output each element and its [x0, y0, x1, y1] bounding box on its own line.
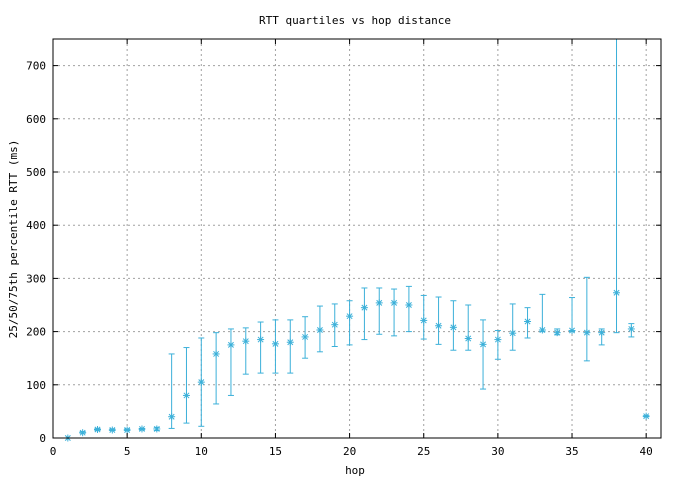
median-point	[197, 378, 205, 386]
median-point	[286, 338, 294, 346]
median-point	[346, 312, 354, 320]
median-point	[479, 340, 487, 348]
median-point	[613, 289, 621, 297]
median-point	[568, 327, 576, 335]
x-tick-label: 10	[195, 445, 208, 458]
x-tick-label: 20	[343, 445, 356, 458]
plot-frame	[52, 38, 662, 439]
median-point	[642, 412, 650, 420]
median-point	[360, 304, 368, 312]
median-point	[420, 316, 428, 324]
median-point	[464, 335, 472, 343]
median-point	[301, 333, 309, 341]
y-tick-label: 700	[26, 60, 46, 73]
median-point	[435, 322, 443, 330]
x-tick-label: 30	[491, 445, 504, 458]
median-point	[138, 425, 146, 433]
median-point	[627, 325, 635, 333]
median-point	[390, 299, 398, 307]
data-marks	[64, 39, 650, 442]
median-point	[153, 425, 161, 433]
median-point	[375, 299, 383, 307]
median-point	[405, 301, 413, 309]
x-tick-label: 15	[269, 445, 282, 458]
y-tick-label: 0	[39, 432, 46, 445]
median-point	[524, 317, 532, 325]
median-point	[598, 329, 606, 337]
median-point	[123, 426, 131, 434]
y-axis-label: 25/50/75th percentile RTT (ms)	[7, 140, 20, 339]
median-point	[257, 336, 265, 344]
median-point	[79, 429, 87, 437]
median-point	[182, 391, 190, 399]
x-tick-label: 5	[124, 445, 131, 458]
median-point	[242, 337, 250, 345]
y-tick-label: 100	[26, 379, 46, 392]
median-point	[271, 340, 279, 348]
median-point	[509, 329, 517, 337]
median-point	[168, 413, 176, 421]
y-tick-label: 300	[26, 272, 46, 285]
y-tick-label: 200	[26, 326, 46, 339]
x-axis-label: hop	[345, 464, 365, 477]
median-point	[331, 321, 339, 329]
median-point	[93, 425, 101, 433]
x-tick-label: 25	[417, 445, 430, 458]
y-tick-label: 500	[26, 166, 46, 179]
median-point	[538, 326, 546, 334]
median-point	[553, 329, 561, 337]
x-tick-label: 35	[565, 445, 578, 458]
x-tick-label: 0	[50, 445, 57, 458]
y-tick-label: 400	[26, 219, 46, 232]
y-tick-label: 600	[26, 113, 46, 126]
x-tick-label: 40	[640, 445, 653, 458]
median-point	[108, 426, 116, 434]
median-point	[494, 336, 502, 344]
median-point	[212, 350, 220, 358]
median-point	[316, 326, 324, 334]
median-point	[227, 341, 235, 349]
median-point	[449, 323, 457, 331]
chart-title: RTT quartiles vs hop distance	[259, 14, 451, 27]
grid	[53, 39, 661, 438]
median-point	[583, 329, 591, 337]
